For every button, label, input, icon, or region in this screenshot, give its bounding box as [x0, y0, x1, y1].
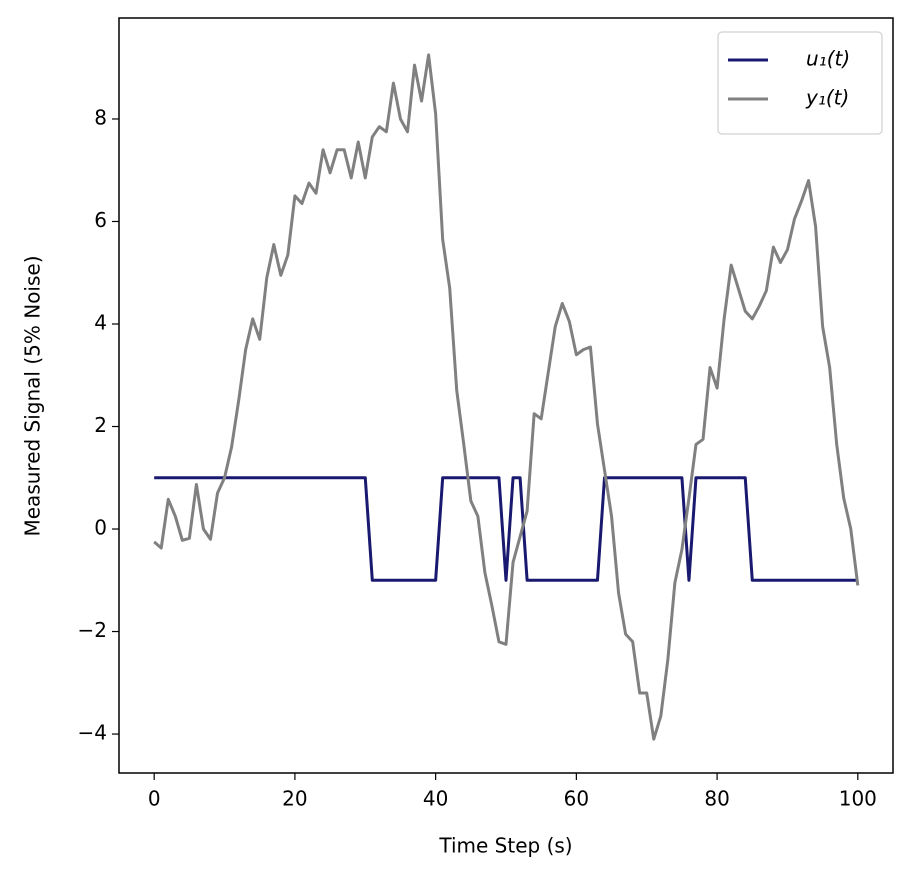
legend-label: u₁(t)	[806, 47, 850, 71]
y-tick-label: 8	[94, 105, 107, 129]
x-tick-label: 0	[148, 787, 161, 811]
y-tick-label: 2	[94, 413, 107, 437]
y-tick-label: 0	[94, 516, 107, 540]
y-tick-label: −2	[78, 618, 107, 642]
data-line	[154, 476, 858, 582]
y-tick-label: −4	[78, 721, 107, 745]
x-tick-label: 100	[839, 787, 877, 811]
x-axis-label: Time Step (s)	[438, 834, 572, 858]
x-tick-label: 40	[423, 787, 448, 811]
x-tick-label: 60	[564, 787, 589, 811]
data-line	[153, 53, 860, 741]
y-tick-label: 6	[94, 208, 107, 232]
x-tick-label: 80	[704, 787, 729, 811]
legend-label: y₁(t)	[805, 86, 849, 110]
y-axis-label: Measured Signal (5% Noise)	[21, 255, 45, 536]
plot-frame	[118, 17, 894, 774]
x-tick-label: 20	[282, 787, 307, 811]
legend-box	[717, 31, 883, 135]
y-tick-label: 4	[94, 310, 107, 334]
